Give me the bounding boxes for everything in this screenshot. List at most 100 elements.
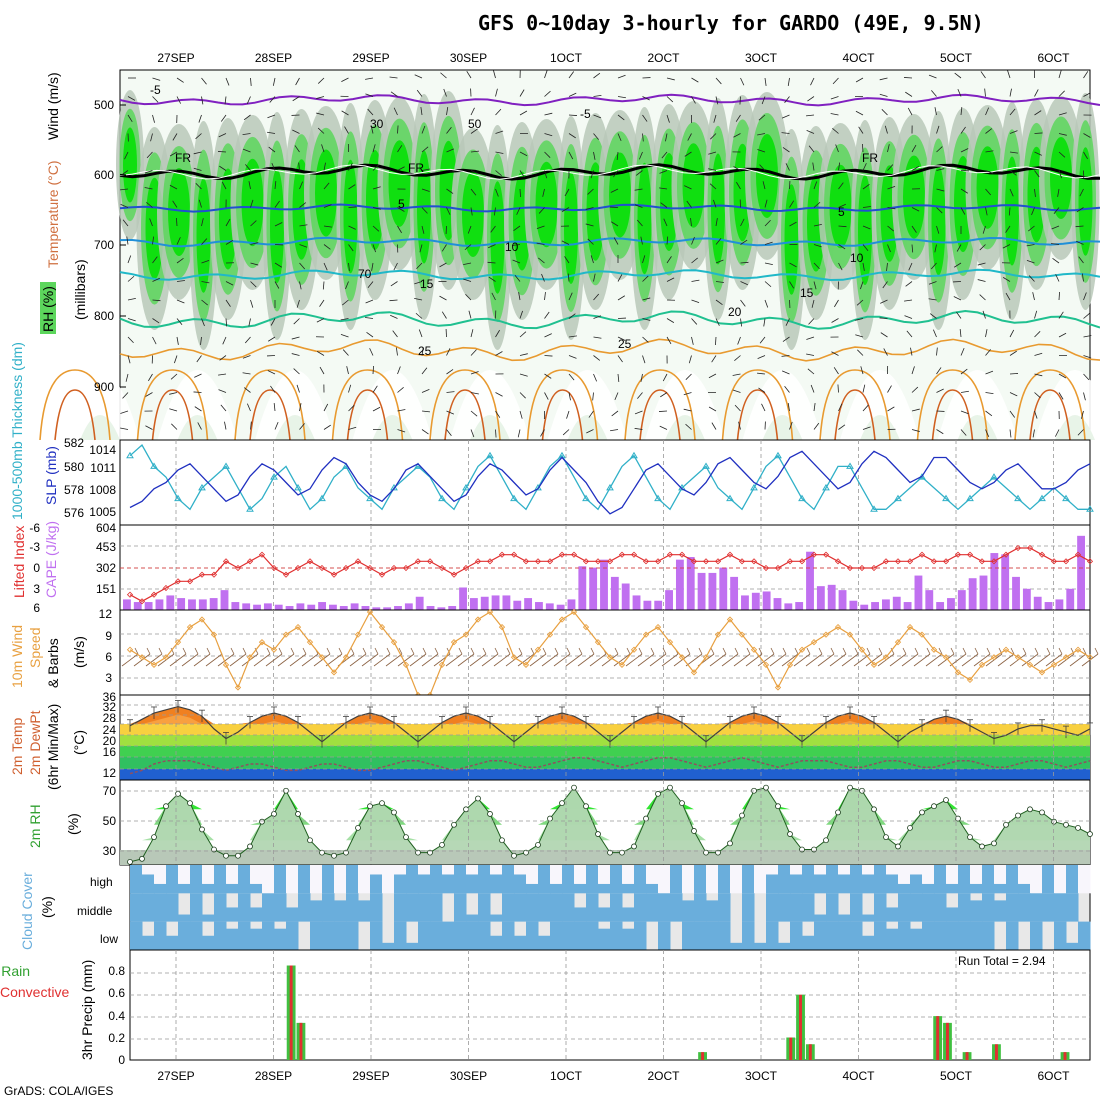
- wind-barb: [1069, 653, 1087, 667]
- cape-bar: [329, 604, 337, 610]
- cloud-clear-cell: [754, 865, 767, 894]
- contour-label: 15: [420, 277, 434, 291]
- cloud-cell: [502, 921, 515, 950]
- thickness-line: [129, 443, 1090, 511]
- wind-barb: [441, 244, 447, 252]
- wind-barb: [421, 146, 429, 153]
- wind-barb: [544, 151, 551, 158]
- cloud-cell: [334, 921, 347, 950]
- cloud-clear-cell: [418, 865, 431, 875]
- wind-barb-flag: [806, 647, 811, 655]
- wind-barb: [446, 107, 449, 116]
- cloud-cell: [838, 914, 851, 922]
- wind-barb: [617, 133, 622, 142]
- cape-bar: [936, 602, 945, 610]
- wind-barb: [469, 653, 487, 667]
- cloud-cell: [670, 865, 683, 894]
- wind-barb: [936, 125, 940, 134]
- wind-barb: [439, 295, 447, 301]
- wind-barb: [1034, 89, 1039, 97]
- cloud-clear-cell: [394, 865, 407, 875]
- wind-barb: [416, 89, 423, 97]
- cloud-cell: [526, 921, 539, 950]
- wind-barb: [439, 262, 447, 268]
- wind-barb: [176, 217, 178, 227]
- rh2m-label-a: 2m RH: [27, 804, 43, 848]
- wind-barb: [446, 369, 454, 375]
- thickness-point: [294, 483, 302, 491]
- rh-point: [847, 784, 853, 791]
- lifted-index-point: [930, 558, 938, 565]
- cloud-cell: [838, 921, 851, 950]
- wind-barb: [614, 392, 619, 401]
- wind-barb: [421, 125, 426, 134]
- wind-barb: [544, 133, 553, 137]
- wind-barb: [956, 311, 962, 319]
- lifted-index-line: [129, 547, 1091, 602]
- wind-barb: [323, 262, 328, 271]
- wind-speed-point: [450, 639, 458, 646]
- cloud-cell: [370, 893, 383, 922]
- wind-barb: [201, 281, 210, 284]
- wind-speed-point: [738, 631, 746, 638]
- wind-barb: [616, 151, 619, 160]
- lifted-index-line: [120, 544, 1094, 605]
- cloud-cell: [814, 921, 827, 950]
- wind-barb-flag: [362, 647, 367, 655]
- thickness-point: [894, 494, 902, 502]
- wind-barb: [152, 277, 160, 282]
- wind-barb-flag: [542, 647, 547, 655]
- wind-barb: [152, 236, 155, 245]
- wind-barb: [977, 279, 986, 282]
- wind-barb: [832, 128, 839, 134]
- wind-barb: [397, 225, 402, 234]
- cape-bar: [643, 600, 652, 610]
- wind-barb: [1055, 274, 1060, 282]
- wind-barb: [910, 347, 913, 356]
- precip-convective-bar: [1063, 1052, 1067, 1060]
- lifted-index-point: [882, 558, 890, 565]
- wind-speed-point: [486, 608, 494, 616]
- wind-barb: [127, 255, 132, 264]
- wind-barb: [911, 408, 920, 412]
- cape-bar: [795, 602, 804, 610]
- precip-label-b: Convective: [0, 984, 69, 1000]
- cloud-cell: [754, 942, 767, 950]
- wind-barb: [470, 429, 475, 438]
- wind-speed-point: [330, 669, 338, 676]
- wind-barb: [757, 149, 766, 153]
- wind-speed-point: [354, 631, 362, 638]
- wind-barb: [658, 410, 668, 412]
- wind-barb: [617, 355, 623, 363]
- wind-barb: [568, 335, 577, 338]
- wind-barb: [928, 74, 937, 79]
- wind-barb: [661, 151, 668, 159]
- white-plume: [840, 370, 920, 440]
- cloud-clear-cell: [286, 865, 299, 894]
- wind-barb: [829, 653, 847, 667]
- wind-barb: [169, 653, 187, 667]
- wind-barb: [862, 244, 869, 251]
- cloud-cell: [526, 883, 539, 894]
- thickness-point: [486, 451, 494, 459]
- run-total: Run Total = 2.94: [958, 954, 1046, 968]
- wind-barb: [617, 336, 626, 341]
- thickness-label: 1000-500mb Thickness (dm): [9, 342, 25, 520]
- wind-barb: [120, 410, 129, 414]
- white-plume: [645, 370, 725, 440]
- wind-barb: [365, 93, 374, 97]
- wind-barb: [397, 653, 415, 667]
- wind-barb: [218, 133, 227, 138]
- wind-barb: [1009, 88, 1012, 97]
- cloud-cell: [970, 883, 983, 894]
- bottom-date-axis: 27SEP 28SEP 29SEP 30SEP 1OCT 2OCT 3OCT 4OCT 5OCT…: [157, 1069, 1070, 1083]
- rh-point: [583, 803, 589, 810]
- wind-barb: [495, 429, 497, 438]
- rh-point: [487, 811, 493, 817]
- rh-point: [1015, 812, 1021, 819]
- wind-speed-point: [246, 654, 254, 661]
- wind-barb: [122, 219, 129, 227]
- wind-barb: [519, 410, 523, 419]
- wind-barb: [372, 164, 379, 171]
- wind-speed-line: [129, 610, 1091, 696]
